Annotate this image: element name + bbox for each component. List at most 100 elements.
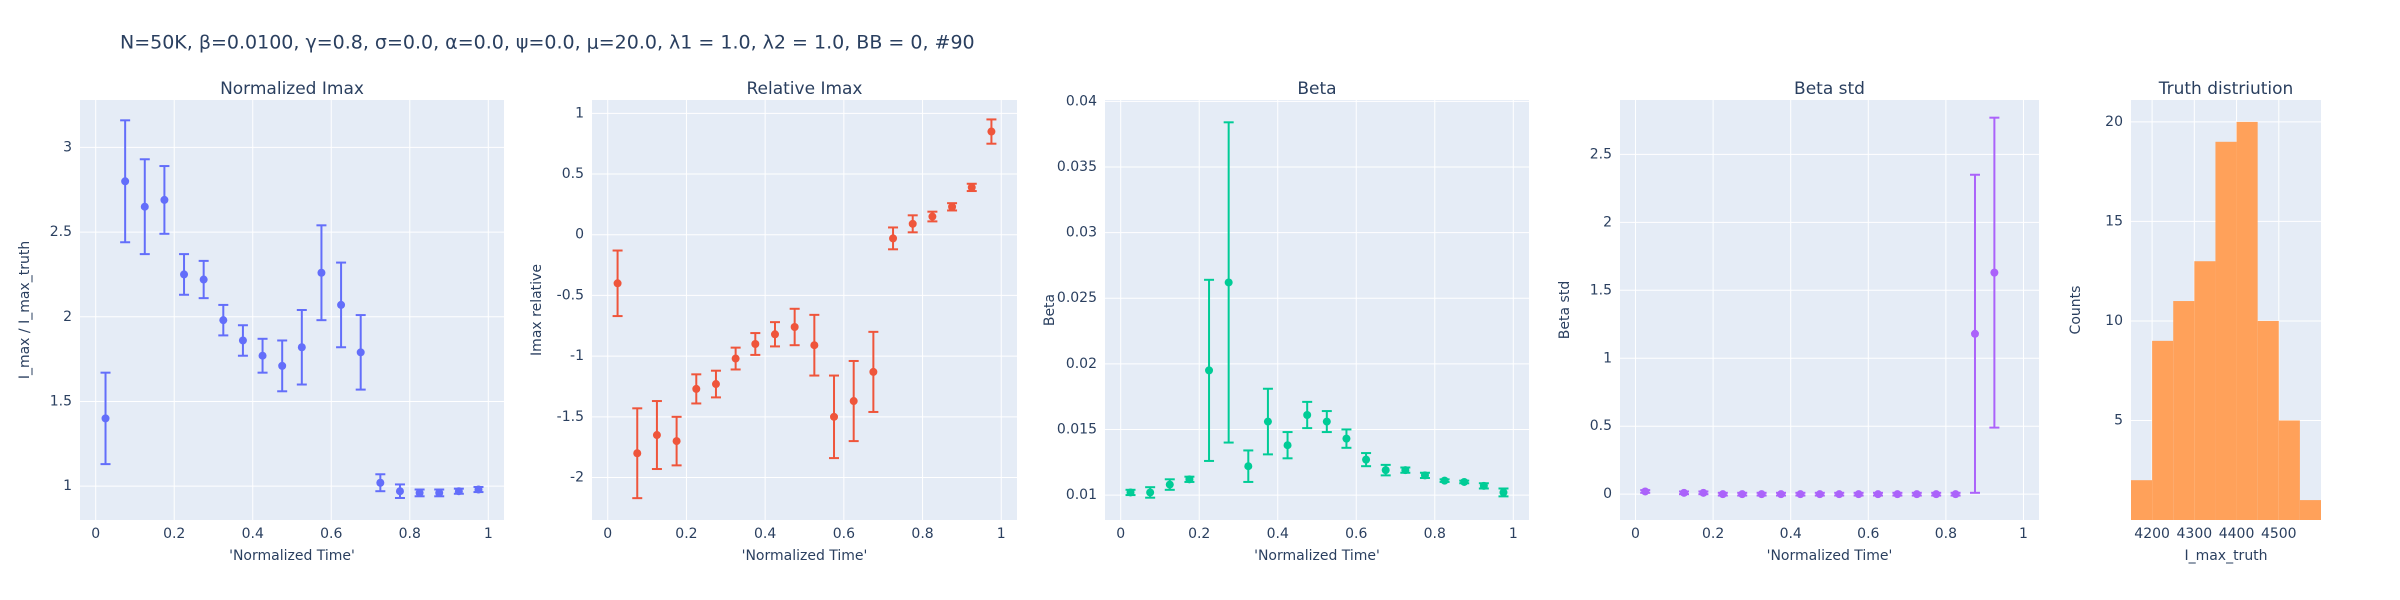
bar	[2131, 480, 2153, 520]
marker	[1990, 268, 1999, 277]
x-axis-label: 'Normalized Time'	[742, 548, 868, 564]
bar	[2215, 141, 2237, 520]
marker	[751, 339, 760, 348]
marker	[1970, 329, 1979, 338]
marker	[180, 270, 189, 279]
marker	[830, 412, 839, 421]
marker	[889, 234, 898, 243]
x-tick-label: 0.4	[1267, 526, 1289, 542]
marker	[987, 127, 996, 136]
x-tick-label: 1	[1509, 526, 1518, 542]
marker	[140, 202, 149, 211]
y-tick-label: 0.03	[1066, 225, 1097, 241]
marker	[1362, 455, 1371, 464]
y-tick-label: 2	[63, 309, 72, 325]
y-tick-label: 1.5	[50, 393, 72, 409]
marker	[1893, 490, 1902, 499]
marker	[219, 316, 228, 325]
x-tick-label: 0	[1116, 526, 1125, 542]
marker	[1815, 490, 1824, 499]
x-tick-label: 0.8	[911, 526, 933, 542]
marker	[1796, 490, 1805, 499]
x-tick-label: 0.4	[242, 526, 264, 542]
marker	[356, 348, 365, 357]
marker	[1777, 490, 1786, 499]
y-tick-label: 0	[575, 227, 584, 243]
x-axis-label: I_max_truth	[2184, 548, 2267, 564]
marker	[1185, 475, 1194, 484]
marker	[101, 414, 110, 423]
x-tick-label: 0.6	[1345, 526, 1367, 542]
y-tick-label: -1	[570, 348, 584, 364]
marker	[317, 268, 326, 277]
x-tick-label: 0.6	[1857, 526, 1879, 542]
subplot-title: Truth distriution	[2158, 79, 2294, 99]
marker	[948, 202, 957, 211]
y-tick-label: 0.025	[1057, 290, 1097, 306]
x-tick-label: 4200	[2134, 526, 2170, 542]
x-tick-label: 0.2	[163, 526, 185, 542]
plot-area	[1620, 100, 2039, 520]
marker	[1381, 466, 1390, 475]
marker	[395, 487, 404, 496]
plot-area	[1105, 100, 1529, 520]
y-tick-label: 0.5	[562, 166, 584, 182]
marker	[810, 341, 819, 350]
marker	[633, 449, 642, 458]
x-axis-label: 'Normalized Time'	[1254, 548, 1380, 564]
marker	[731, 354, 740, 363]
y-tick-label: 1	[63, 478, 72, 494]
marker	[258, 351, 267, 360]
y-tick-label: 1.5	[1590, 282, 1612, 298]
marker	[849, 397, 858, 406]
y-tick-label: 0.02	[1066, 356, 1097, 372]
bar	[2173, 301, 2195, 520]
x-tick-label: 4400	[2219, 526, 2255, 542]
y-tick-label: 15	[2105, 213, 2123, 229]
marker	[1718, 490, 1727, 499]
plot-area	[592, 100, 1017, 520]
y-axis-label: Beta	[1042, 294, 1058, 326]
marker	[1165, 480, 1174, 489]
marker	[454, 487, 463, 496]
plot-area	[80, 100, 504, 520]
x-tick-label: 4500	[2261, 526, 2297, 542]
marker	[160, 195, 169, 204]
marker	[869, 367, 878, 376]
y-tick-label: 5	[2114, 412, 2123, 428]
subplot-title: Relative Imax	[746, 79, 862, 99]
x-tick-label: 0	[91, 526, 100, 542]
y-axis-label: Counts	[2068, 286, 2084, 335]
x-tick-label: 4300	[2177, 526, 2213, 542]
y-tick-label: 20	[2105, 114, 2123, 130]
marker	[1342, 434, 1351, 443]
marker	[1680, 488, 1689, 497]
x-tick-label: 0.6	[833, 526, 855, 542]
marker	[1244, 462, 1253, 471]
bar	[2194, 261, 2216, 520]
marker	[337, 300, 346, 309]
y-tick-label: 10	[2105, 313, 2123, 329]
bar	[2278, 420, 2300, 520]
y-tick-label: 0.5	[1590, 418, 1612, 434]
marker	[1401, 466, 1410, 475]
y-tick-label: 2	[1603, 214, 1612, 230]
bar	[2257, 320, 2279, 520]
marker	[297, 343, 306, 352]
y-tick-label: 0.015	[1057, 421, 1097, 437]
y-tick-label: 2.5	[1590, 146, 1612, 162]
subplot-title: Normalized Imax	[220, 79, 364, 99]
x-axis-label: 'Normalized Time'	[1767, 548, 1893, 564]
marker	[1146, 488, 1155, 497]
y-axis-label: Imax relative	[529, 264, 545, 356]
x-tick-label: 0	[1631, 526, 1640, 542]
marker	[415, 488, 424, 497]
marker	[1460, 477, 1469, 486]
y-tick-label: -2	[570, 470, 584, 486]
bar	[2236, 121, 2258, 520]
figure-title: N=50K, β=0.0100, γ=0.8, σ=0.0, α=0.0, ψ=…	[120, 32, 975, 54]
marker	[711, 380, 720, 389]
marker	[1440, 476, 1449, 485]
y-tick-label: -0.5	[557, 287, 584, 303]
